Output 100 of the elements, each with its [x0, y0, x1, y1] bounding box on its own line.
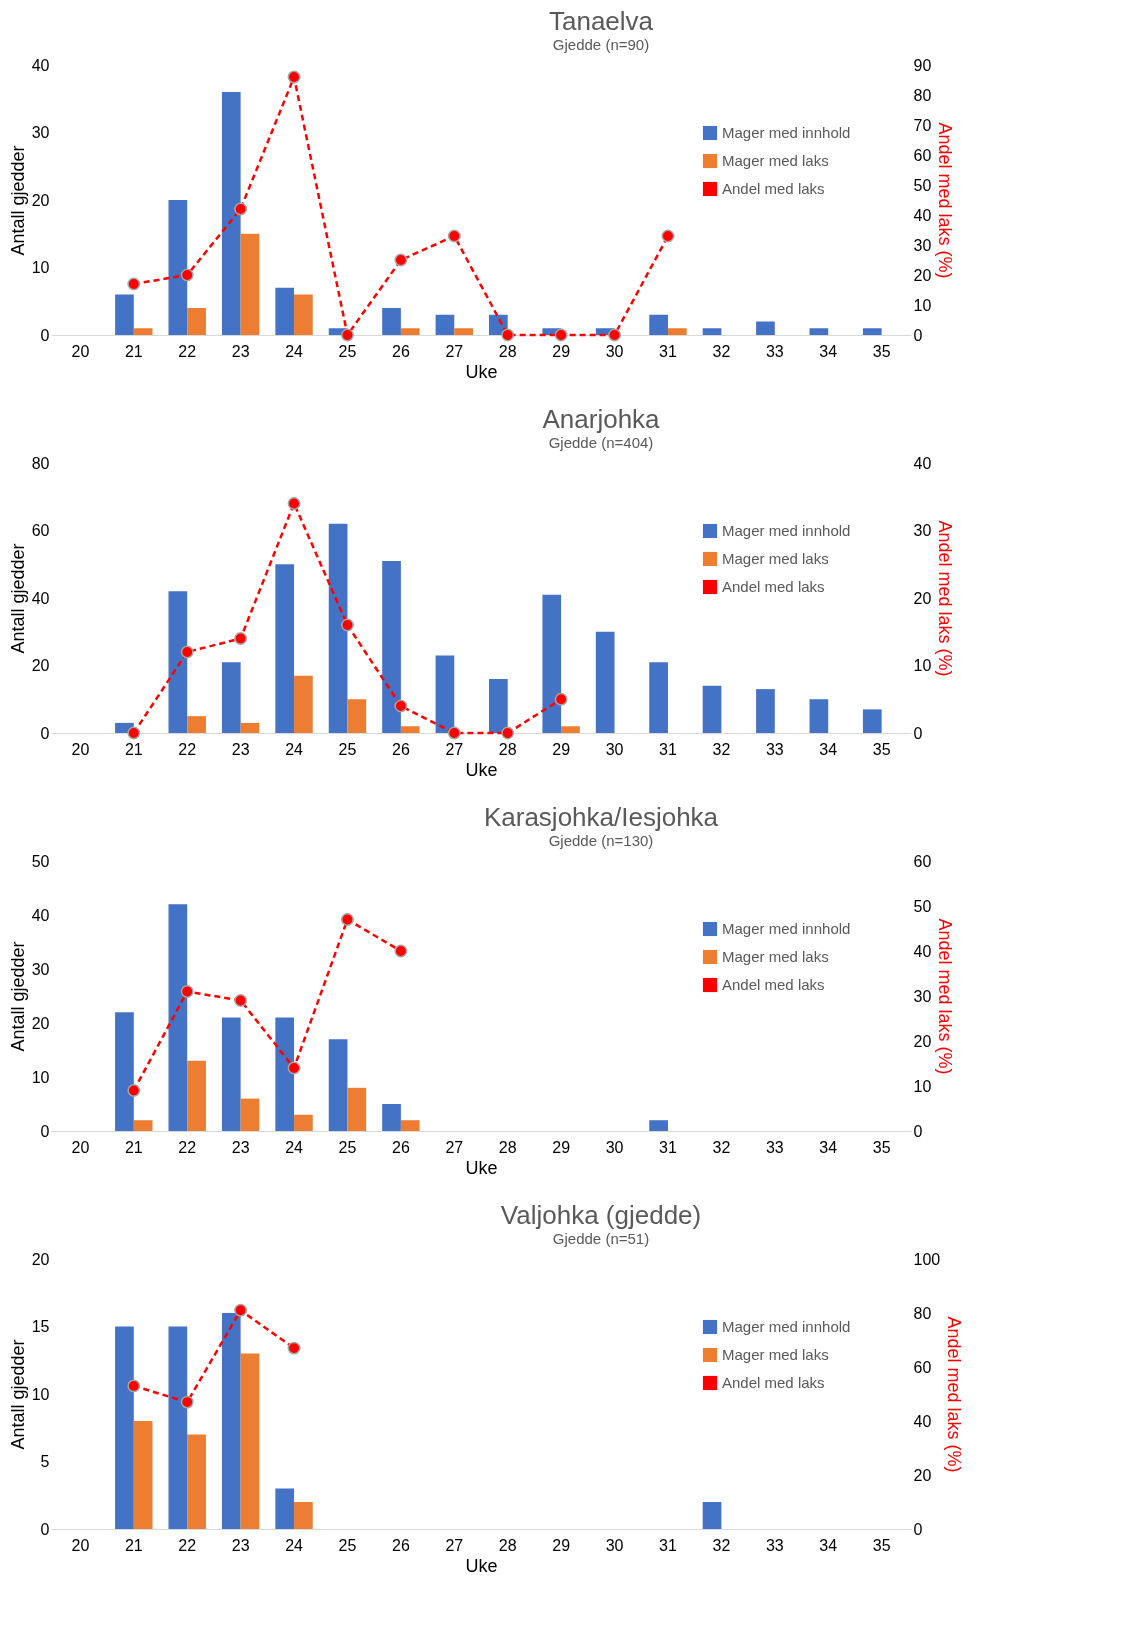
- y-axis-title: Antall gjedder: [7, 1339, 28, 1450]
- point: [287, 1061, 301, 1075]
- x-tick-label: 29: [552, 740, 571, 758]
- y2-tick-label: 10: [913, 296, 932, 314]
- chart-title: Anarjohka: [542, 404, 661, 434]
- bar: [133, 1421, 153, 1529]
- x-tick-label: 33: [765, 1536, 784, 1554]
- bar: [862, 709, 882, 733]
- y2-tick-label: 40: [913, 942, 932, 960]
- y-tick-label: 50: [31, 852, 50, 870]
- x-tick-label: 33: [765, 740, 784, 758]
- point: [180, 985, 194, 998]
- legend-label: Mager med innhold: [722, 522, 851, 539]
- y2-tick-label: 0: [913, 1520, 923, 1538]
- bar: [435, 655, 455, 733]
- bar: [756, 689, 775, 733]
- legend-label: Mager med innhold: [722, 920, 851, 937]
- y2-axis-title: Andel med laks (%): [935, 918, 956, 1075]
- x-tick-label: 20: [71, 1536, 90, 1554]
- x-tick-label: 34: [819, 1536, 838, 1554]
- y2-tick-label: 100: [913, 1250, 941, 1268]
- point: [234, 202, 248, 216]
- bar: [187, 1434, 206, 1529]
- bar: [133, 1120, 153, 1131]
- point: [127, 726, 141, 740]
- bar: [489, 679, 508, 733]
- x-tick-label: 32: [712, 740, 731, 758]
- point: [394, 253, 408, 267]
- bar: [221, 662, 241, 733]
- bar: [400, 726, 420, 733]
- x-tick-label: 22: [178, 1138, 197, 1156]
- x-tick-label: 33: [765, 342, 784, 360]
- bar: [400, 1120, 420, 1131]
- bar: [275, 287, 295, 335]
- x-tick-label: 23: [231, 1138, 250, 1156]
- x-tick-label: 31: [659, 1138, 677, 1156]
- chart-title: Tanaelva: [548, 6, 654, 36]
- x-tick-label: 35: [872, 1536, 891, 1554]
- bar: [454, 328, 473, 335]
- chart-title: Karasjohka/Iesjohka: [483, 802, 719, 832]
- x-tick-label: 23: [231, 1536, 250, 1554]
- bar: [702, 1502, 722, 1529]
- x-tick-label: 35: [872, 740, 891, 758]
- bar: [382, 1104, 401, 1131]
- x-tick-label: 25: [338, 342, 357, 360]
- bar: [294, 675, 313, 733]
- x-tick-label: 25: [338, 740, 357, 758]
- x-tick-label: 31: [659, 1536, 677, 1554]
- legend-label: Mager med laks: [722, 152, 829, 169]
- x-tick-label: 35: [872, 1138, 891, 1156]
- x-tick-label: 35: [872, 342, 891, 360]
- bar: [240, 1098, 260, 1131]
- legend-label: Andel med laks: [722, 578, 825, 595]
- legend-label: Mager med laks: [722, 1346, 829, 1363]
- x-tick-label: 26: [391, 1536, 410, 1554]
- bar: [542, 594, 562, 733]
- x-tick-label: 28: [498, 1138, 517, 1156]
- y-axis-title: Antall gjedder: [7, 941, 28, 1052]
- y2-tick-label: 80: [913, 1304, 932, 1322]
- x-tick-label: 23: [231, 740, 250, 758]
- chart-subtitle: Gjedde (n=404): [548, 434, 654, 451]
- y-tick-label: 0: [40, 724, 50, 742]
- x-tick-label: 20: [71, 342, 90, 360]
- y2-tick-label: 10: [913, 657, 932, 674]
- x-tick-label: 22: [178, 342, 197, 360]
- point: [447, 726, 461, 740]
- bar: [649, 662, 668, 733]
- y2-tick-label: 40: [913, 454, 932, 472]
- point: [287, 70, 301, 84]
- x-tick-label: 27: [445, 342, 464, 360]
- x-tick-label: 26: [391, 740, 410, 758]
- x-tick-label: 20: [71, 1138, 90, 1156]
- x-tick-label: 21: [124, 342, 143, 360]
- bar: [667, 328, 687, 335]
- bar: [168, 200, 188, 335]
- bar: [382, 308, 401, 335]
- point: [554, 328, 568, 342]
- y-tick-label: 20: [31, 1250, 50, 1268]
- x-tick-label: 25: [338, 1138, 357, 1156]
- bar: [275, 564, 295, 733]
- y2-tick-label: 20: [913, 1032, 932, 1050]
- bar: [649, 314, 668, 335]
- y2-tick-label: 30: [913, 236, 932, 254]
- y-tick-label: 20: [31, 1014, 50, 1032]
- x-tick-label: 32: [712, 1536, 731, 1554]
- x-tick-label: 22: [178, 1536, 197, 1554]
- bar: [187, 716, 206, 733]
- bar: [240, 1353, 260, 1529]
- x-axis-title: Uke: [465, 1157, 498, 1178]
- y-tick-label: 60: [31, 522, 50, 539]
- y-tick-label: 40: [31, 906, 50, 924]
- y2-tick-label: 0: [913, 326, 923, 344]
- x-tick-label: 26: [391, 342, 410, 360]
- bar: [275, 1488, 295, 1529]
- x-axis-title: Uke: [465, 361, 498, 382]
- x-tick-label: 21: [124, 1536, 143, 1554]
- y-tick-label: 0: [40, 326, 50, 344]
- x-tick-label: 28: [498, 740, 517, 758]
- x-tick-label: 25: [338, 1536, 357, 1554]
- x-tick-label: 27: [445, 1138, 464, 1156]
